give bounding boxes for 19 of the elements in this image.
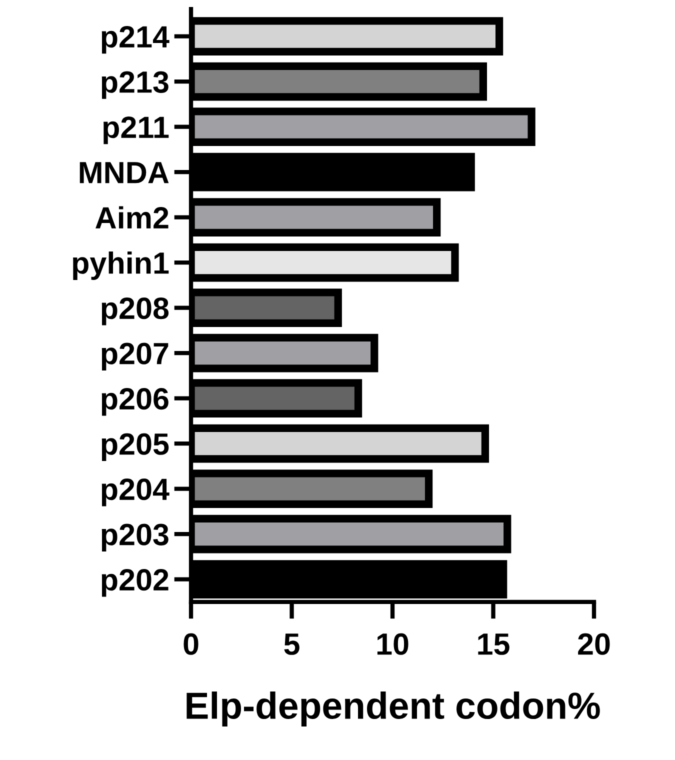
y-tick-label: p211	[104, 116, 169, 144]
x-tick-label: 5	[284, 634, 300, 655]
y-tick-label: pyhin1	[73, 251, 169, 280]
y-tick-label: p202	[102, 569, 168, 597]
y-tick-label: Aim2	[96, 206, 168, 228]
y-tick-label: p203	[102, 524, 168, 552]
x-tick-label: 10	[377, 633, 408, 655]
y-tick-label: p205	[102, 433, 169, 461]
y-tick-label: p213	[102, 71, 168, 99]
x-tick-label: 0	[184, 633, 198, 655]
x-axis-title: Elp-dependent codon%	[186, 692, 600, 726]
y-tick-label: p206	[102, 388, 168, 416]
x-tick-label: 20	[578, 633, 610, 655]
x-tick-label: 15	[478, 634, 510, 655]
y-tick-label: p207	[102, 342, 168, 370]
y-tick-label: p208	[102, 298, 169, 326]
y-tick-label: MNDA	[80, 162, 169, 184]
y-tick-label: p204	[102, 478, 170, 506]
y-tick-label: p214	[102, 26, 170, 54]
